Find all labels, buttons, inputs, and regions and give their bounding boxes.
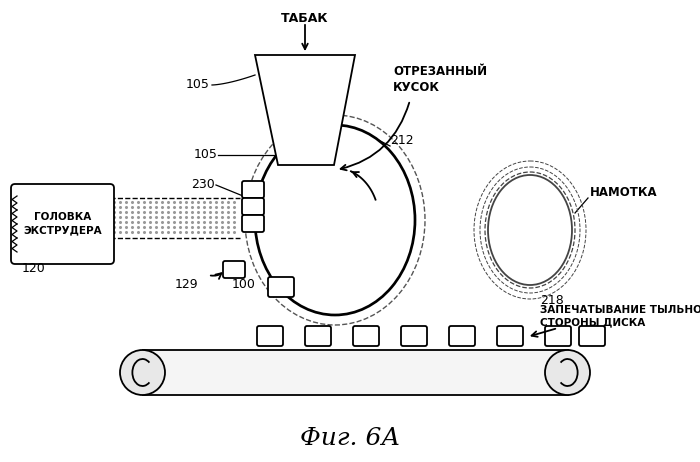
FancyBboxPatch shape [223, 261, 245, 278]
FancyBboxPatch shape [257, 326, 283, 346]
Text: ТАБАК: ТАБАК [281, 12, 329, 25]
FancyBboxPatch shape [242, 215, 264, 232]
Text: 129: 129 [174, 279, 198, 292]
Text: 218: 218 [540, 293, 564, 306]
FancyBboxPatch shape [449, 326, 475, 346]
FancyBboxPatch shape [242, 181, 264, 198]
Ellipse shape [255, 125, 415, 315]
FancyBboxPatch shape [401, 326, 427, 346]
Text: ГОЛОВКА
ЭКСТРУДЕРА: ГОЛОВКА ЭКСТРУДЕРА [23, 213, 102, 236]
Polygon shape [255, 55, 355, 165]
FancyBboxPatch shape [268, 277, 294, 297]
FancyBboxPatch shape [497, 326, 523, 346]
Text: 100: 100 [232, 279, 256, 292]
Ellipse shape [545, 350, 590, 395]
FancyBboxPatch shape [579, 326, 605, 346]
FancyBboxPatch shape [305, 326, 331, 346]
Text: 105: 105 [194, 148, 218, 162]
Text: Фиг. 6А: Фиг. 6А [300, 427, 400, 450]
Ellipse shape [488, 175, 572, 285]
Text: ОТРЕЗАННЫЙ
КУСОК: ОТРЕЗАННЫЙ КУСОК [393, 65, 487, 94]
FancyBboxPatch shape [242, 198, 264, 215]
Text: ЗАПЕЧАТЫВАНИЕ ТЫЛЬНОЙ
СТОРОНЫ ДИСКА: ЗАПЕЧАТЫВАНИЕ ТЫЛЬНОЙ СТОРОНЫ ДИСКА [540, 305, 700, 328]
Text: 105: 105 [186, 79, 210, 91]
Text: 120: 120 [22, 261, 46, 274]
Text: 230: 230 [191, 178, 215, 192]
Bar [143, 350, 568, 395]
Ellipse shape [120, 350, 165, 395]
FancyBboxPatch shape [11, 184, 114, 264]
Text: НАМОТКА: НАМОТКА [590, 187, 657, 200]
FancyBboxPatch shape [353, 326, 379, 346]
Text: 212: 212 [390, 134, 414, 146]
FancyBboxPatch shape [545, 326, 571, 346]
